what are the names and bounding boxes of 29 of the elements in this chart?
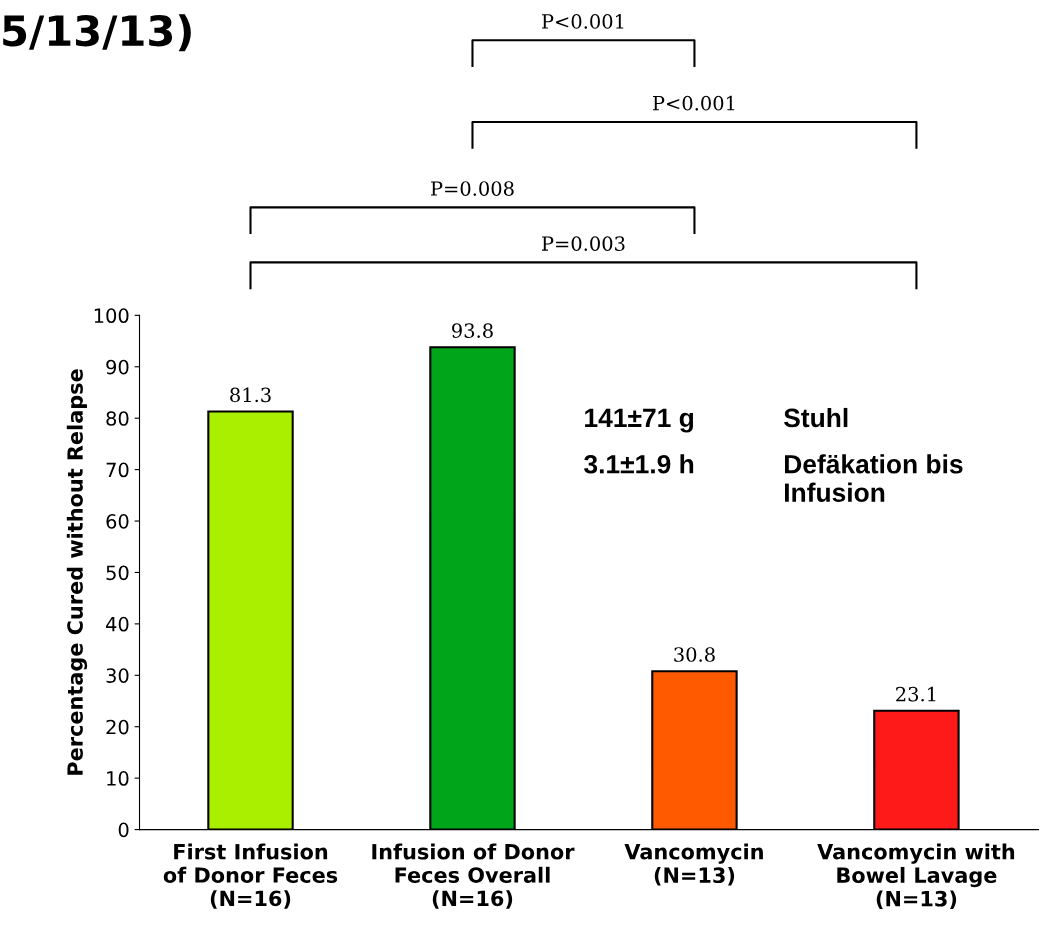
y-tick-label: 10	[107, 771, 129, 786]
data-label: 81.3	[230, 387, 271, 403]
annotation: 3.1±1.9 h	[584, 454, 694, 474]
x-tick-label: Infusion of Donor Feces Overall (N=16)	[372, 843, 575, 909]
y-axis-title: Percentage Cured without Relapse	[66, 369, 88, 775]
y-tick-label: 0	[118, 822, 129, 838]
x-tick-label: Vancomycin with Bowel Lavage (N=13)	[817, 843, 1015, 910]
y-tick-label: 20	[106, 719, 129, 735]
data-label: 30.8	[674, 647, 715, 662]
y-tick-label: 70	[106, 462, 129, 478]
text: P<0.001	[542, 14, 624, 29]
annotation: Defäkation bis Infusion	[785, 454, 963, 502]
data-label: 93.8	[452, 323, 493, 338]
text: 5/13/13)	[3, 14, 191, 52]
annotation: Stuhl	[784, 407, 848, 428]
text: P=0.008	[431, 181, 514, 196]
y-tick-label: 40	[106, 616, 129, 632]
y-tick-label: 80	[106, 411, 129, 426]
x-tick-label: First Infusion of Donor Feces (N=16)	[163, 843, 338, 909]
text: P<0.001	[653, 95, 735, 111]
data-label: 23.1	[896, 686, 936, 702]
y-tick-label: 100	[94, 308, 129, 324]
x-tick-label: Vancomycin (N=13)	[624, 843, 763, 886]
y-tick-label: 50	[106, 565, 129, 581]
text: P=0.003	[542, 236, 625, 251]
y-tick-label: 60	[106, 514, 129, 529]
y-tick-label: 30	[106, 668, 129, 683]
annotation: 141±71 g	[585, 408, 694, 433]
y-tick-label: 90	[106, 359, 129, 375]
